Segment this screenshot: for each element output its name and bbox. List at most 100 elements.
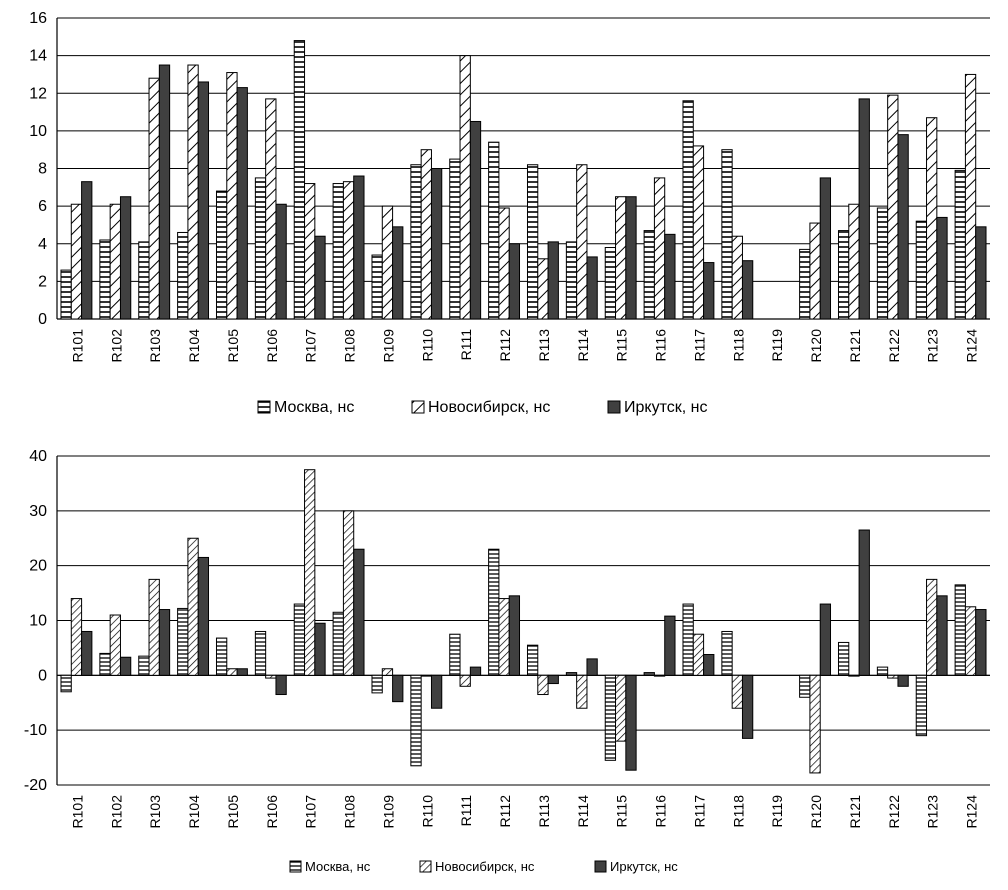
bar [99, 239, 111, 320]
bar [119, 656, 132, 676]
legend-swatch [289, 860, 302, 873]
bar [420, 149, 432, 320]
bar [809, 674, 821, 774]
x-tick-label: R102 [108, 329, 124, 363]
bar [449, 158, 461, 320]
bar [236, 668, 248, 676]
legend-swatch [594, 860, 607, 873]
bar [887, 674, 899, 679]
bar [148, 77, 160, 320]
bar [604, 247, 617, 320]
bar [138, 655, 150, 676]
bar [876, 207, 889, 320]
bar [819, 177, 832, 320]
bar [848, 674, 860, 677]
y-tick-label: 10 [29, 123, 47, 140]
bar [954, 169, 966, 320]
x-tick-label: R115 [614, 795, 630, 828]
bar [275, 674, 287, 696]
bar [604, 674, 617, 761]
x-tick-label: R119 [769, 329, 785, 362]
bar [643, 230, 655, 320]
bar [392, 226, 404, 320]
x-tick-label: R118 [730, 329, 746, 362]
bar [177, 231, 189, 320]
bar [837, 641, 850, 676]
bar [643, 672, 655, 676]
y-tick-label: 4 [38, 236, 47, 253]
bar [81, 181, 93, 320]
x-tick-label: R101 [69, 329, 85, 363]
y-tick-label: 40 [29, 448, 47, 465]
y-tick-label: 0 [38, 311, 47, 328]
x-tick-label: R101 [69, 795, 85, 829]
x-tick-label: R113 [536, 329, 552, 362]
bar [741, 674, 754, 739]
bar [469, 120, 482, 320]
bar [692, 633, 705, 676]
legend-label: Иркутск, нс [624, 399, 707, 416]
y-tick-label: 20 [29, 558, 47, 575]
legend-swatch [257, 400, 271, 414]
x-tick-label: R123 [925, 329, 941, 363]
x-tick-label: R110 [419, 795, 435, 828]
legend-label: Иркутск, нс [610, 859, 678, 874]
x-tick-label: R106 [264, 329, 280, 363]
bar [926, 578, 938, 676]
bar [420, 674, 432, 677]
bar [236, 87, 248, 320]
bar [526, 164, 539, 320]
bar [70, 203, 83, 320]
bar [897, 134, 909, 320]
bar [353, 175, 365, 320]
bar [508, 595, 521, 676]
bar [682, 100, 694, 320]
x-tick-label: R105 [225, 795, 241, 829]
bar [876, 666, 889, 676]
legend-label: Москва, нс [305, 859, 371, 874]
bar [508, 243, 521, 320]
x-tick-label: R115 [614, 329, 630, 362]
bar [964, 606, 977, 676]
bar [731, 235, 743, 320]
bar [703, 653, 715, 676]
bar [837, 230, 850, 320]
bar [60, 674, 72, 693]
bar [332, 183, 344, 320]
bar [60, 269, 72, 320]
x-tick-label: R106 [264, 795, 280, 829]
x-tick-label: R120 [808, 795, 824, 829]
x-tick-label: R116 [653, 329, 669, 362]
bar [565, 241, 578, 320]
bar [371, 674, 383, 694]
bar [537, 674, 549, 696]
bar [265, 98, 277, 320]
bar [526, 644, 539, 676]
bar [381, 205, 394, 320]
x-tick-label: R109 [380, 329, 396, 363]
bar [586, 256, 598, 320]
bar [915, 220, 928, 320]
bar [99, 652, 111, 676]
bar [897, 674, 909, 687]
bar [158, 64, 171, 320]
legend-swatch [607, 400, 621, 414]
x-tick-label: R124 [964, 329, 980, 363]
x-tick-label: R117 [691, 329, 707, 362]
y-tick-label: 12 [29, 85, 47, 102]
x-tick-label: R116 [653, 795, 669, 828]
y-tick-label: 30 [29, 503, 47, 520]
bar [741, 260, 754, 320]
bar [138, 241, 150, 320]
legend-swatch [411, 400, 425, 414]
y-tick-label: 2 [38, 273, 47, 290]
bar [576, 674, 588, 709]
bar [226, 72, 238, 320]
x-tick-label: R104 [186, 795, 202, 829]
bar [576, 164, 588, 320]
bar [148, 578, 160, 676]
x-tick-label: R110 [419, 329, 435, 362]
bar [70, 598, 83, 676]
x-tick-label: R108 [342, 795, 358, 829]
bar [498, 598, 510, 676]
